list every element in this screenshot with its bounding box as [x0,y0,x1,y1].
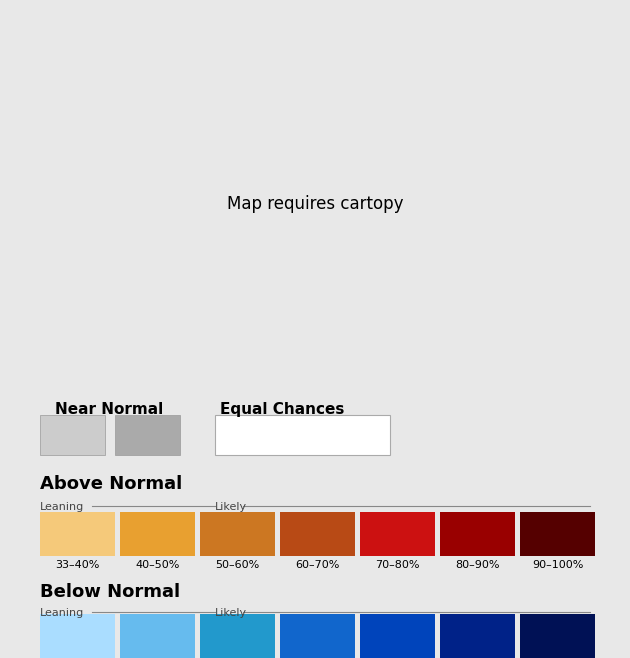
Text: Likely: Likely [215,608,247,618]
Text: 40–50%: 40–50% [135,560,180,570]
Text: Map requires cartopy: Map requires cartopy [227,195,403,213]
Bar [440,614,515,658]
Text: Below Normal: Below Normal [40,583,180,601]
Text: 80–90%: 80–90% [455,560,500,570]
Text: Near Normal: Near Normal [55,403,163,417]
Bar [40,614,115,658]
Text: 33–40%: 33–40% [55,560,100,570]
Bar [280,512,355,556]
Bar [280,614,355,658]
Bar [215,415,390,455]
Bar [120,512,195,556]
Bar [120,614,195,658]
Bar [200,512,275,556]
Text: Leaning: Leaning [40,608,84,618]
Text: Leaning: Leaning [40,501,84,511]
Text: 90–100%: 90–100% [532,560,583,570]
Bar [360,614,435,658]
Bar [440,512,515,556]
Bar [520,512,595,556]
Bar [40,512,115,556]
Text: 70–80%: 70–80% [375,560,420,570]
Text: Equal Chances: Equal Chances [220,403,345,417]
Bar [115,415,180,455]
Bar [360,512,435,556]
Text: Above Normal: Above Normal [40,476,182,494]
Bar [520,614,595,658]
Bar [200,614,275,658]
Bar [40,415,105,455]
Text: Likely: Likely [215,501,247,511]
Text: 50–60%: 50–60% [215,560,260,570]
Text: 60–70%: 60–70% [295,560,340,570]
